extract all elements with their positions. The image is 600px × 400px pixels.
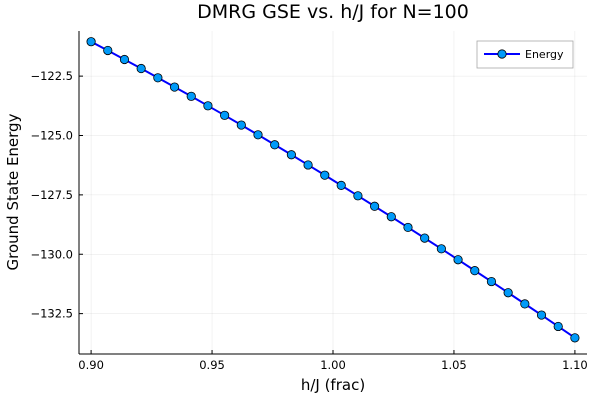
data-point (436, 244, 446, 254)
data-point (386, 212, 396, 222)
y-tick-label: −122.5 (30, 69, 73, 83)
y-tick-label: −132.5 (30, 307, 73, 321)
x-tick-label: 1.10 (562, 358, 588, 372)
x-tick-label: 1.00 (320, 358, 346, 372)
data-point (119, 54, 130, 65)
data-point (220, 110, 230, 120)
data-point (370, 201, 380, 211)
data-point (536, 310, 547, 320)
data-point (303, 160, 313, 170)
data-point (169, 82, 180, 92)
chart-title: DMRG GSE vs. h/J for N=100 (197, 1, 469, 23)
data-point (253, 130, 263, 140)
data-point (86, 37, 96, 47)
data-point (236, 120, 246, 130)
grid (79, 31, 587, 354)
data-point (520, 299, 530, 309)
data-point (503, 288, 513, 298)
data-point (186, 91, 196, 101)
legend-label-energy: Energy (525, 48, 564, 61)
data-point (470, 266, 480, 276)
legend: Energy (476, 40, 574, 69)
x-axis-label: h/J (frac) (301, 376, 365, 394)
y-tick-label: −130.0 (30, 247, 73, 261)
data-point (336, 180, 346, 190)
data-point (353, 191, 363, 201)
data-point (420, 233, 430, 243)
x-tick-label: 0.90 (78, 358, 104, 372)
data-point (136, 63, 146, 74)
data-point (103, 45, 113, 56)
data-point (270, 140, 280, 150)
legend-marker (497, 49, 507, 59)
data-point (453, 255, 463, 265)
data-point (486, 276, 497, 287)
series-energy (86, 37, 580, 343)
data-point (553, 321, 563, 332)
data-point (153, 73, 163, 83)
y-axis-label: Ground State Energy (4, 113, 22, 270)
data-point (403, 222, 413, 233)
x-tick-label: 0.95 (199, 358, 225, 372)
data-point (570, 333, 580, 343)
y-tick-label: −127.5 (30, 188, 73, 202)
x-ticks: 0.90 0.95 1.00 1.05 1.10 (78, 350, 588, 372)
y-ticks: −122.5 −125.0 −127.5 −130.0 −132.5 (30, 69, 83, 321)
data-point (320, 170, 330, 180)
x-tick-label: 1.05 (441, 358, 467, 372)
data-point (203, 101, 213, 111)
data-point (286, 150, 296, 160)
y-tick-label: −125.0 (30, 129, 73, 143)
